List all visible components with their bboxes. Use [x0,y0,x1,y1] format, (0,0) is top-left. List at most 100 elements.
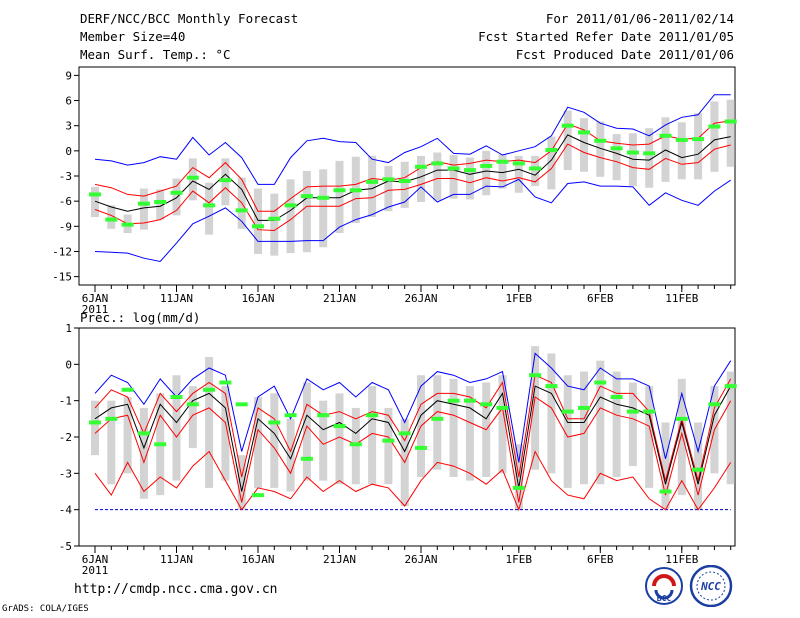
spread-box [547,136,556,190]
spread-box [596,360,605,485]
chart-title: Prec.: log(mm/d) [80,310,200,325]
series-min-line [94,178,731,263]
series-upper-line [94,120,731,212]
observed-marker [333,188,346,193]
series-max-line [94,94,731,185]
spread-box [139,188,148,230]
observed-marker [235,208,248,213]
spread-box [645,386,654,488]
spread-box [563,110,572,171]
observed-marker [170,190,183,195]
observed-marker [578,405,590,410]
observed-marker [675,137,688,142]
y-tick-label: -4 [59,504,73,517]
spread-box [368,386,377,485]
observed-marker [643,151,656,156]
observed-marker [137,431,150,436]
y-tick-label: 3 [65,120,72,133]
spread-box [465,386,474,481]
spread-box [368,155,377,218]
observed-marker [675,416,688,421]
observed-marker [415,164,427,169]
observed-marker [154,442,167,447]
observed-marker [252,493,264,498]
observed-marker [594,138,607,143]
observed-marker [561,123,574,128]
observed-marker [349,188,362,193]
spread-box [91,186,99,218]
spread-box [237,455,246,510]
observed-marker [415,445,427,450]
spread-box [612,134,621,181]
observed-marker [626,150,639,155]
spread-box [335,393,344,485]
bcc-logo: BCC [645,567,683,605]
y-tick-label: -3 [59,170,72,183]
y-tick-label: 1 [65,322,72,335]
spread-box [433,375,442,470]
observed-marker [317,413,330,418]
spread-box [139,407,148,499]
ncc-logo-text: NCC [700,580,721,593]
observed-marker [186,175,199,180]
x-tick-label: 21JAN [323,292,356,305]
y-tick-label: -12 [52,245,72,258]
spread-box [254,188,262,254]
spread-box [612,371,621,477]
fcst-produced-date: Fcst Produced Date 2011/01/06 [515,47,734,62]
spread-box [710,101,719,172]
observed-marker [692,137,705,142]
observed-marker [284,413,297,418]
series-mean-line [94,385,732,492]
x-tick-label: 11FEB [665,292,698,305]
figure-title: DERF/NCC/BCC Monthly Forecast [80,11,299,26]
spread-box [205,182,214,235]
spread-box [531,155,540,187]
bcc-logo-text: BCC [657,594,672,603]
ncc-logo: NCC [689,565,733,607]
series-lower-line [94,396,732,503]
forecast-period: For 2011/01/06-2011/02/14 [545,11,734,26]
spread-box [514,155,523,193]
y-tick-label: -2 [59,431,72,444]
source-url[interactable]: http://cmdp.ncc.cma.gov.cn [74,582,278,597]
observed-marker [708,124,721,129]
observed-marker [545,148,558,153]
observed-marker [203,203,216,208]
y-tick-label: -9 [59,220,72,233]
spread-box [400,161,409,208]
observed-marker [317,195,330,200]
spread-box [302,382,311,481]
spread-box [270,193,279,256]
observed-marker [333,424,346,429]
observed-marker [154,199,167,204]
x-tick-label: 26JAN [404,292,437,305]
spread-box [726,371,735,485]
x-tick-label: 6FEB [587,553,614,566]
grads-credit: GrADS: COLA/IGES [2,604,89,614]
observed-marker [512,161,525,166]
observed-marker [724,119,737,124]
spread-box [172,375,181,481]
observed-marker [463,168,476,173]
spread-box [482,150,491,196]
observed-marker [545,384,558,389]
x-tick-label: 6JAN [82,553,109,566]
x-tick-label: 11JAN [160,292,193,305]
observed-marker [447,166,460,171]
fcst-started-date: Fcst Started Refer Date 2011/01/05 [478,29,734,44]
spread-box [221,386,230,481]
observed-marker [398,179,411,184]
series-lower-line [94,143,731,232]
spread-box [677,122,686,180]
observed-marker [561,409,574,414]
observed-marker [284,203,297,208]
observed-marker [496,405,509,410]
observed-marker [252,224,264,229]
spread-box [677,378,686,496]
observed-marker [512,485,525,490]
observed-marker [186,402,199,407]
spread-box [580,118,588,172]
observed-marker [105,217,118,222]
